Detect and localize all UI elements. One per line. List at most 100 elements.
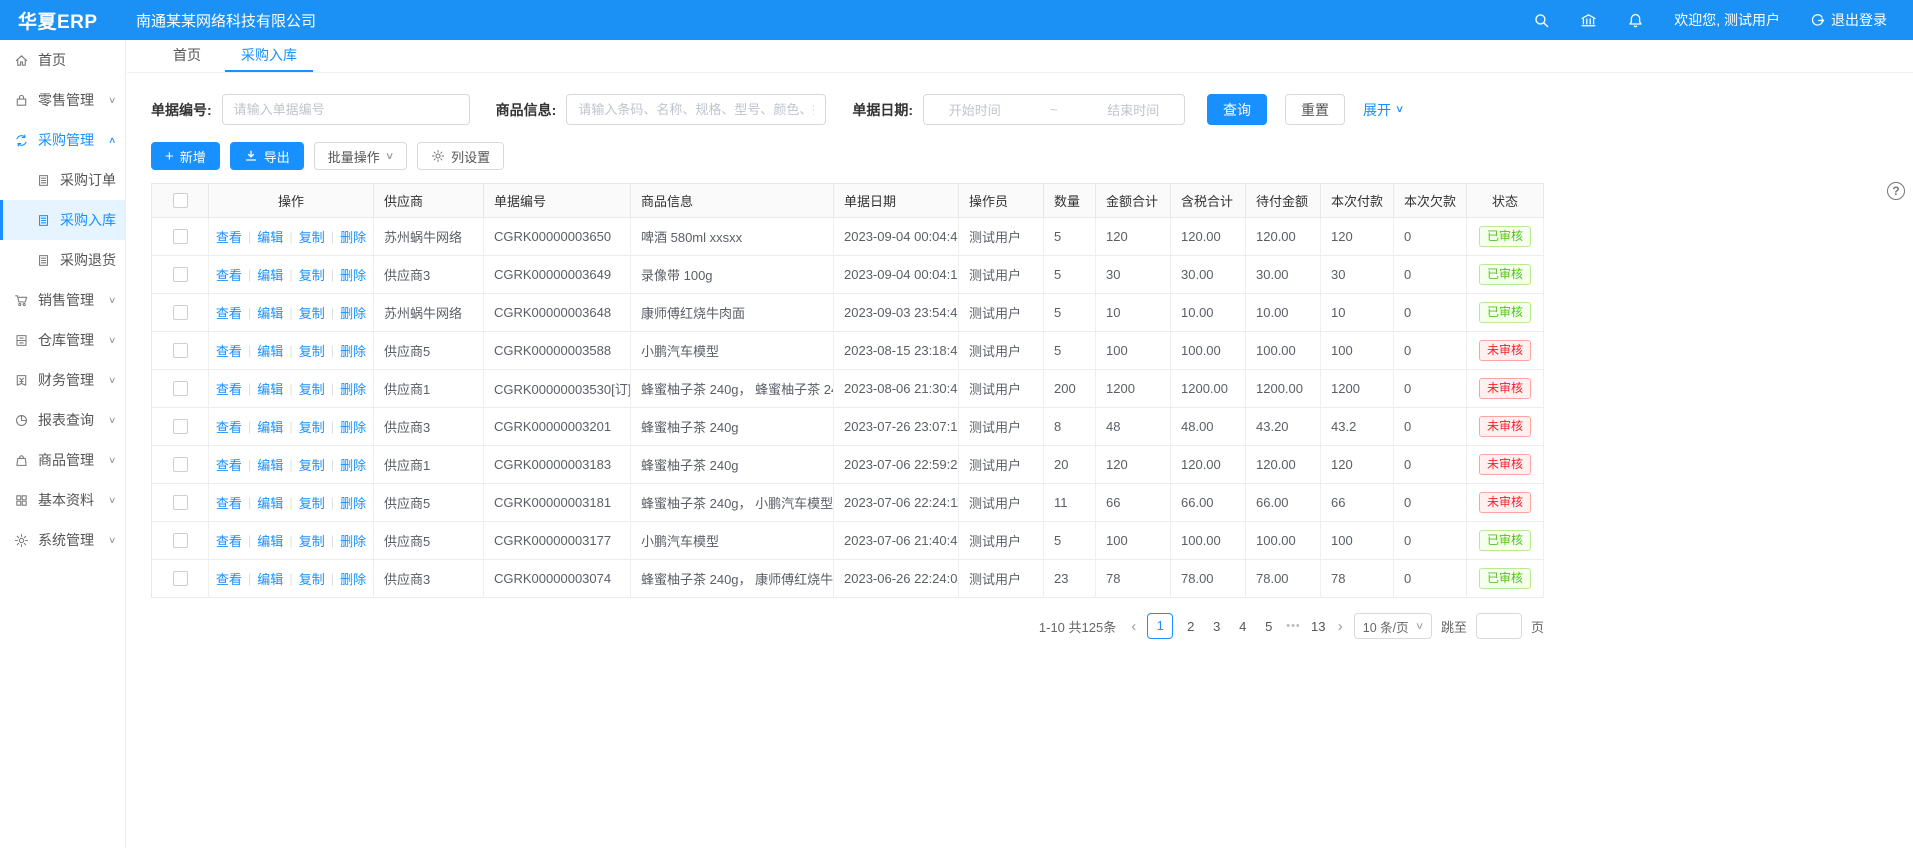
- delete-link[interactable]: 删除: [340, 496, 367, 511]
- view-link[interactable]: 查看: [215, 534, 242, 549]
- sidebar-item-warehouse[interactable]: 仓库管理 ∨: [0, 320, 125, 360]
- sidebar-item-goods[interactable]: 商品管理 ∨: [0, 440, 125, 480]
- reset-button[interactable]: 重置: [1285, 94, 1346, 125]
- sidebar-item-purchase[interactable]: 采购管理 ∧: [0, 120, 125, 160]
- sidebar-item-home[interactable]: 首页: [0, 40, 125, 80]
- edit-link[interactable]: 编辑: [257, 496, 284, 511]
- prev-page-button[interactable]: ‹: [1131, 617, 1137, 635]
- page-ellipsis[interactable]: •••: [1286, 620, 1301, 632]
- notification-bell-icon[interactable]: [1627, 12, 1644, 29]
- delete-link[interactable]: 删除: [340, 382, 367, 397]
- row-checkbox[interactable]: [172, 419, 188, 434]
- edit-link[interactable]: 编辑: [257, 534, 284, 549]
- sidebar-item-report[interactable]: 报表查询 ∨: [0, 400, 125, 440]
- select-all-checkbox[interactable]: [172, 193, 188, 208]
- column-header: 商品信息: [631, 184, 834, 218]
- date-range-picker[interactable]: 开始时间 ~ 结束时间: [923, 94, 1186, 125]
- jump-page-input[interactable]: [1475, 613, 1522, 639]
- page-button-4[interactable]: 4: [1239, 618, 1247, 634]
- delete-link[interactable]: 删除: [340, 268, 367, 283]
- edit-link[interactable]: 编辑: [257, 230, 284, 245]
- column-header: 状态: [1467, 184, 1544, 218]
- divider: |: [330, 495, 335, 510]
- cell-bill-no: CGRK00000003074: [484, 560, 631, 598]
- copy-link[interactable]: 复制: [298, 496, 325, 511]
- view-link[interactable]: 查看: [215, 420, 242, 435]
- sidebar-item-sale[interactable]: 销售管理 ∨: [0, 280, 125, 320]
- tab-home[interactable]: 首页: [173, 47, 201, 63]
- row-checkbox[interactable]: [172, 381, 188, 396]
- view-link[interactable]: 查看: [215, 382, 242, 397]
- sidebar-item-system[interactable]: 系统管理 ∨: [0, 520, 125, 560]
- copy-link[interactable]: 复制: [298, 534, 325, 549]
- batch-actions-button[interactable]: 批量操作 ∨: [313, 142, 408, 170]
- page-button-5[interactable]: 5: [1265, 618, 1273, 634]
- view-link[interactable]: 查看: [215, 230, 242, 245]
- edit-link[interactable]: 编辑: [257, 458, 284, 473]
- row-select-cell: [152, 446, 209, 484]
- edit-link[interactable]: 编辑: [257, 344, 284, 359]
- row-checkbox[interactable]: [172, 267, 188, 282]
- view-link[interactable]: 查看: [215, 268, 242, 283]
- next-page-button[interactable]: ›: [1337, 617, 1343, 635]
- copy-link[interactable]: 复制: [298, 306, 325, 321]
- expand-link[interactable]: 展开 ∨: [1363, 101, 1405, 118]
- copy-link[interactable]: 复制: [298, 344, 325, 359]
- row-checkbox[interactable]: [172, 495, 188, 510]
- page-button-1[interactable]: 1: [1147, 613, 1174, 639]
- sidebar-item-purchase-return[interactable]: 采购退货: [0, 240, 125, 280]
- delete-link[interactable]: 删除: [340, 572, 367, 587]
- delete-link[interactable]: 删除: [340, 344, 367, 359]
- row-checkbox[interactable]: [172, 343, 188, 358]
- copy-link[interactable]: 复制: [298, 572, 325, 587]
- row-select-cell: [152, 256, 209, 294]
- row-checkbox[interactable]: [172, 571, 188, 586]
- bill-no-input[interactable]: [221, 94, 470, 125]
- row-checkbox[interactable]: [172, 457, 188, 472]
- add-button[interactable]: + 新增: [151, 142, 220, 170]
- view-link[interactable]: 查看: [215, 496, 242, 511]
- platform-icon[interactable]: [1580, 12, 1597, 29]
- search-icon[interactable]: [1533, 12, 1550, 29]
- page-button-3[interactable]: 3: [1213, 618, 1221, 634]
- delete-link[interactable]: 删除: [340, 306, 367, 321]
- edit-link[interactable]: 编辑: [257, 572, 284, 587]
- tab-purchase-in[interactable]: 采购入库: [225, 40, 313, 72]
- row-checkbox[interactable]: [172, 229, 188, 244]
- edit-link[interactable]: 编辑: [257, 306, 284, 321]
- edit-link[interactable]: 编辑: [257, 268, 284, 283]
- view-link[interactable]: 查看: [215, 344, 242, 359]
- view-link[interactable]: 查看: [215, 306, 242, 321]
- copy-link[interactable]: 复制: [298, 382, 325, 397]
- sidebar-item-retail[interactable]: 零售管理 ∨: [0, 80, 125, 120]
- search-button[interactable]: 查询: [1207, 94, 1268, 125]
- status-badge: 未审核: [1478, 453, 1531, 476]
- delete-link[interactable]: 删除: [340, 534, 367, 549]
- product-info-input[interactable]: [566, 94, 827, 125]
- page-button-2[interactable]: 2: [1187, 618, 1195, 634]
- row-checkbox[interactable]: [172, 305, 188, 320]
- copy-link[interactable]: 复制: [298, 268, 325, 283]
- help-icon[interactable]: ?: [1887, 182, 1905, 200]
- view-link[interactable]: 查看: [215, 572, 242, 587]
- sidebar-item-purchase-in[interactable]: 采购入库: [0, 200, 125, 240]
- column-settings-button[interactable]: 列设置: [417, 142, 505, 170]
- copy-link[interactable]: 复制: [298, 458, 325, 473]
- logout-button[interactable]: 退出登录: [1810, 10, 1887, 30]
- delete-link[interactable]: 删除: [340, 230, 367, 245]
- column-header: 本次欠款: [1394, 184, 1467, 218]
- copy-link[interactable]: 复制: [298, 230, 325, 245]
- edit-link[interactable]: 编辑: [257, 420, 284, 435]
- sidebar-item-basic[interactable]: 基本资料 ∨: [0, 480, 125, 520]
- page-button-13[interactable]: 13: [1311, 618, 1326, 634]
- row-checkbox[interactable]: [172, 533, 188, 548]
- delete-link[interactable]: 删除: [340, 458, 367, 473]
- copy-link[interactable]: 复制: [298, 420, 325, 435]
- sidebar-item-finance[interactable]: 财务管理 ∨: [0, 360, 125, 400]
- page-size-select[interactable]: 10 条/页 ∨: [1353, 613, 1432, 639]
- delete-link[interactable]: 删除: [340, 420, 367, 435]
- sidebar-item-purchase-order[interactable]: 采购订单: [0, 160, 125, 200]
- edit-link[interactable]: 编辑: [257, 382, 284, 397]
- view-link[interactable]: 查看: [215, 458, 242, 473]
- export-button[interactable]: 导出: [229, 142, 304, 170]
